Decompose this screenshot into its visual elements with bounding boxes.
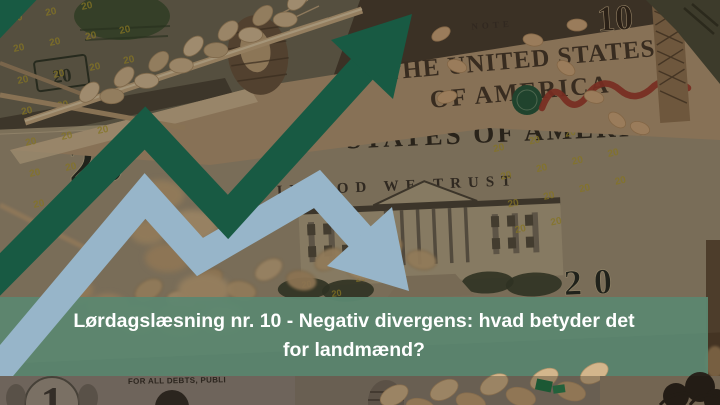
blue-arrow-line [0,169,373,392]
yellow-twenty-numeral: 20 [84,30,98,43]
wheat-kernel [183,35,204,57]
wheat-kernel [168,57,194,74]
yellow-twenty-numeral: 20 [24,136,38,149]
yellow-twenty-pattern: 2020202020202020202020202020202020202020 [10,0,136,211]
wheat-kernel [252,5,274,26]
yellow-twenty-numeral: 20 [32,198,46,211]
blue-down-trend-arrow [0,169,409,392]
wheat-kernel [522,33,544,47]
wheat-kernel [134,72,159,89]
yellow-twenty-numeral: 20 [550,215,564,228]
title-line-2: for landmænd? [283,339,425,361]
yellow-twenty-numeral: 20 [607,147,621,160]
wheat-kernel [608,111,626,129]
wheat-kernel [583,90,605,104]
bill-note-label: NOTE [471,19,513,32]
yellow-twenty-numeral: 20 [122,54,136,67]
bill-numeral-corner: 20 [563,261,625,304]
wheat-kernel [431,26,451,42]
yellow-twenty-numeral: 20 [492,142,506,155]
wheat-kernel [99,88,125,105]
yellow-twenty-numeral: 20 [64,161,78,174]
yellow-twenty-numeral: 20 [28,167,42,180]
wheat-kernel [286,270,317,291]
red-signature-script [538,77,692,112]
title-banner [0,297,708,377]
dark-overlay-strip [0,376,720,405]
yellow-twenty-numeral: 20 [16,74,30,87]
yellow-twenty-numeral: 20 [118,24,132,37]
wheat-kernel [446,59,468,73]
bill-ten-numeral: 10 [596,0,635,39]
wheat-kernel [629,121,651,135]
wheat-kernel [566,18,588,32]
yellow-twenty-numeral: 20 [96,124,110,137]
yellow-twenty-numeral: 20 [60,130,74,143]
bill-corner-piece [646,0,720,84]
yellow-twenty-numeral: 20 [331,288,342,299]
yellow-twenty-numeral: 20 [578,182,592,195]
yellow-twenty-numeral: 20 [614,175,628,188]
yellow-twenty-numeral: 20 [507,197,521,210]
loose-grain-kernels [431,18,651,135]
wheat-spike [79,0,308,105]
yellow-twenty-numeral: 20 [500,170,514,183]
yellow-twenty-numeral: 20 [514,223,528,236]
wheat-kernel [238,26,263,43]
green-arrow-line [0,57,375,296]
yellow-twenty-numeral: 20 [52,68,66,81]
wheat-kernel [287,0,308,11]
yellow-twenty-numeral: 20 [48,36,62,49]
yellow-twenty-numeral: 20 [535,162,549,175]
yellow-twenty-numeral: 20 [528,134,542,147]
wheat-kernel [203,42,229,59]
wheat-kernel [79,81,100,103]
yellow-twenty-numeral: 20 [20,105,34,118]
title-line-1: Lørdagslæsning nr. 10 - Negativ divergen… [73,310,635,332]
yellow-twenty-numeral: 20 [44,6,58,19]
yellow-twenty-numeral: 20 [12,42,26,55]
wheat-kernel [406,249,437,271]
wheat-kernel [148,51,170,72]
treasury-seal [512,85,542,115]
yellow-twenty-numeral: 20 [542,190,556,203]
yellow-twenty-numeral: 20 [80,0,94,13]
wheat-kernel [272,11,298,28]
green-arrowhead-icon [331,14,412,99]
yellow-twenty-numeral: 20 [88,61,102,74]
blue-arrowhead-icon [327,207,409,291]
green-up-trend-arrow [0,0,412,296]
wheat-kernel [436,90,458,104]
wheat-kernel [113,66,135,88]
yellow-twenty-numeral: 20 [571,154,585,167]
green-corner-band [0,0,37,39]
wheat-kernel [217,20,239,42]
wheat-kernel [556,60,576,76]
wheat-kernel [254,257,283,282]
